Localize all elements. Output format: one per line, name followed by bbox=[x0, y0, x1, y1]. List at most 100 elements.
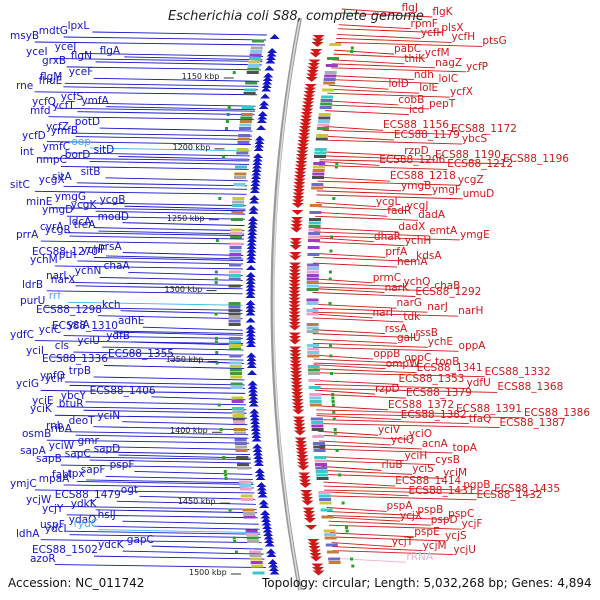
reverse-gene-arrow bbox=[290, 378, 303, 383]
cog-block bbox=[245, 529, 258, 533]
trna-marker bbox=[332, 197, 336, 200]
reverse-gene-arrow bbox=[303, 511, 316, 516]
right-connector-line bbox=[324, 491, 409, 497]
cog-block bbox=[229, 344, 242, 347]
forward-gene-arrow bbox=[245, 307, 256, 312]
gene-label-right: ycfM bbox=[424, 47, 450, 60]
forward-gene-arrow bbox=[251, 174, 262, 179]
cog-block bbox=[228, 274, 241, 277]
gene-label-left: btuR bbox=[58, 398, 84, 411]
tick-marks bbox=[206, 77, 242, 575]
cog-block bbox=[323, 78, 336, 81]
left-connector-line bbox=[54, 265, 243, 270]
forward-gene-arrow bbox=[262, 76, 273, 81]
forward-gene-arrow bbox=[249, 198, 260, 204]
gene-label-right: ycjX bbox=[399, 510, 423, 523]
right-connector-line bbox=[328, 84, 389, 90]
gene-label-left: deoT bbox=[68, 414, 95, 427]
gene-label-left: ECS88_1336 bbox=[42, 353, 108, 366]
cog-block bbox=[306, 330, 319, 333]
cog-block bbox=[229, 253, 242, 256]
cog-block bbox=[235, 449, 248, 452]
forward-gene-arrow bbox=[246, 237, 257, 242]
right-connector-line bbox=[313, 256, 417, 262]
cog-block bbox=[228, 270, 241, 274]
left-connector-line bbox=[142, 326, 243, 331]
gene-label-left: ycjW bbox=[26, 494, 52, 507]
gene-label-right: ECS88_1432 bbox=[476, 488, 543, 501]
right-connector-line bbox=[315, 206, 407, 212]
trna-marker bbox=[330, 372, 334, 375]
left-connector-line bbox=[63, 484, 254, 489]
cog-block bbox=[233, 421, 246, 424]
forward-gene-arrow bbox=[250, 177, 261, 183]
left-connector-line bbox=[77, 260, 244, 265]
cog-block bbox=[308, 386, 321, 389]
reverse-gene-arrow bbox=[288, 308, 301, 313]
gene-label-left: chaA bbox=[103, 260, 130, 273]
left-connector-line bbox=[89, 160, 250, 165]
cog-block bbox=[232, 417, 245, 421]
trna-marker bbox=[233, 540, 237, 543]
right-connector-line bbox=[336, 33, 421, 39]
left-connector-line bbox=[151, 396, 246, 401]
gene-label-left: tpx bbox=[67, 467, 85, 480]
left-connector-line bbox=[70, 132, 252, 137]
gene-label-left: ydfB bbox=[106, 330, 130, 343]
reverse-gene-arrow bbox=[291, 402, 304, 408]
gene-label-left: ycfS bbox=[60, 91, 84, 104]
left-connector-line bbox=[122, 421, 248, 426]
cog-block bbox=[250, 561, 263, 564]
cog-block bbox=[237, 137, 250, 141]
gene-label-left: treA bbox=[73, 219, 96, 232]
left-connector-line bbox=[76, 481, 254, 485]
reverse-gene-arrow bbox=[292, 189, 305, 194]
trna-marker bbox=[333, 431, 337, 435]
gene-label-right: ychE bbox=[427, 336, 454, 349]
gene-label-right: ycjM bbox=[422, 539, 447, 552]
cog-block bbox=[246, 536, 259, 540]
left-connector-line bbox=[93, 525, 260, 530]
right-connector-line bbox=[312, 317, 404, 323]
reverse-gene-arrow bbox=[291, 203, 304, 208]
left-connector-line bbox=[122, 222, 245, 227]
gene-label-left: ychM bbox=[30, 253, 58, 266]
gene-label-left: cvrA bbox=[40, 220, 64, 233]
gene-label-left: ymgG bbox=[54, 190, 87, 203]
trna-marker bbox=[328, 302, 332, 305]
gene-label-right: ECS88_1353 bbox=[398, 373, 465, 386]
forward-gene-arrow bbox=[269, 34, 280, 39]
reverse-gene-arrow bbox=[289, 357, 302, 362]
right-connector-line bbox=[313, 237, 374, 243]
left-connector-line bbox=[40, 240, 244, 245]
cog-block bbox=[307, 263, 320, 267]
gene-label-right: yciV bbox=[378, 424, 401, 437]
forward-gene-arrow bbox=[245, 310, 256, 316]
reverse-gene-arrow bbox=[289, 262, 302, 268]
gene-label-left: prsA bbox=[98, 240, 122, 253]
reverse-gene-arrow bbox=[288, 311, 301, 317]
trna-marker bbox=[215, 361, 219, 365]
reverse-gene-arrow bbox=[293, 185, 306, 191]
cog-block bbox=[230, 228, 243, 232]
left-connector-line bbox=[103, 365, 244, 369]
forward-gene-arrow bbox=[256, 482, 267, 487]
gene-label-right: ycfP bbox=[465, 60, 488, 73]
reverse-gene-arrow bbox=[306, 70, 319, 75]
right-connector-line bbox=[318, 440, 391, 446]
cog-block bbox=[232, 200, 245, 204]
forward-gene-arrow bbox=[248, 205, 259, 211]
cog-block bbox=[309, 204, 322, 207]
gene-label-left: rne bbox=[16, 79, 34, 92]
reverse-gene-arrow bbox=[294, 437, 307, 443]
gene-label-left: pspF bbox=[109, 459, 135, 472]
left-connector-line bbox=[69, 235, 244, 240]
gene-label-right: rzpD bbox=[375, 383, 400, 396]
right-connector-line bbox=[318, 434, 409, 440]
trna-marker bbox=[345, 529, 349, 533]
cog-block bbox=[239, 487, 252, 491]
gene-label-right: ECS88_1218 bbox=[389, 170, 456, 183]
forward-gene-arrow bbox=[251, 170, 262, 176]
reverse-gene-arrow bbox=[288, 332, 301, 338]
cog-block bbox=[239, 120, 252, 123]
